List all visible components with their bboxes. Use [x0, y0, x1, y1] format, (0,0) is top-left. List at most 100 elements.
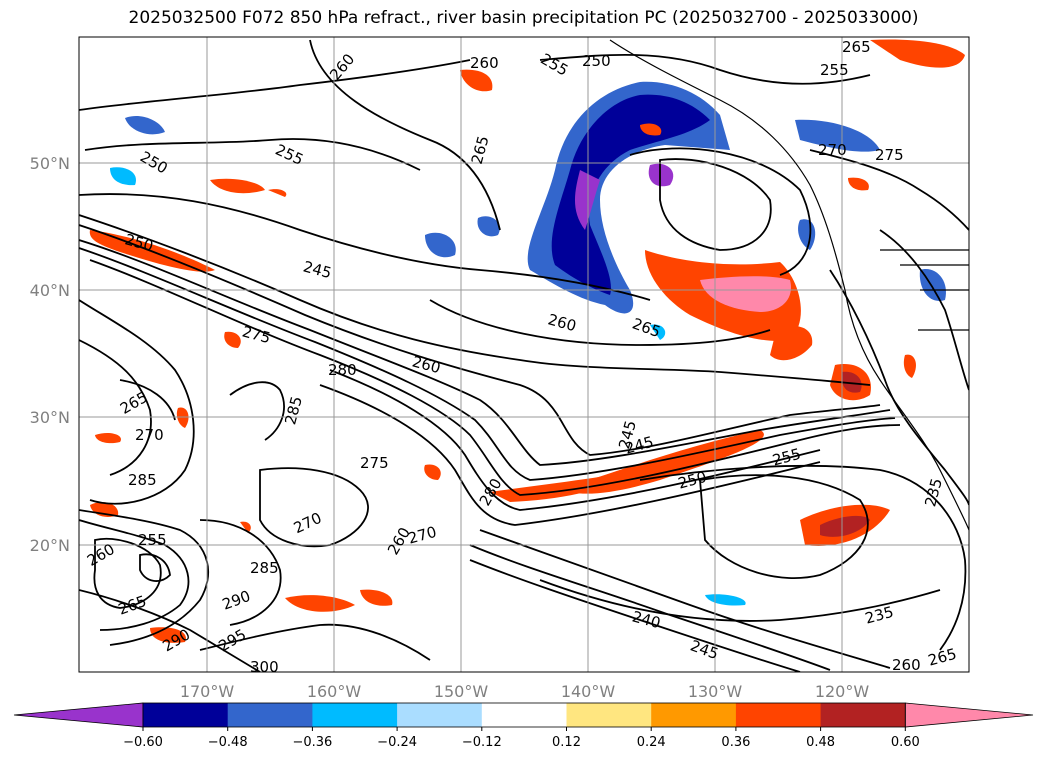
- colorbar-segment: [481, 703, 567, 727]
- contour-label: 265: [842, 38, 871, 56]
- fill-neg-strong: [648, 163, 674, 187]
- contour-line: [479, 529, 891, 669]
- fill-pos-mid: [224, 331, 241, 348]
- colorbar-tick-label: 0.12: [552, 735, 581, 750]
- contour-line: [84, 138, 421, 171]
- colorbar-segment: [735, 703, 822, 727]
- contour-label: 255: [820, 61, 849, 79]
- contour-label: 285: [128, 471, 157, 489]
- longitude-labels: 170°W 160°W 150°W 140°W 130°W 120°W: [180, 682, 870, 701]
- contour-line: [79, 519, 190, 631]
- fill-pos-mid: [95, 432, 121, 444]
- colorbar-tick-label: −0.24: [377, 735, 417, 750]
- fill-pos-high: [820, 515, 870, 537]
- contour-line: [539, 53, 871, 85]
- colorbar-segment: [397, 703, 483, 727]
- map-title: 2025032500 F072 850 hPa refract., river …: [128, 8, 919, 28]
- contour-line: [79, 193, 651, 301]
- contour-line: [199, 519, 282, 626]
- contour-line: [79, 59, 471, 111]
- colorbar-tick-label: −0.12: [462, 735, 502, 750]
- plot-frame: [78, 36, 970, 673]
- contour-line: [469, 559, 801, 672]
- contour-label: 275: [360, 454, 389, 472]
- contour-label: 275: [875, 146, 904, 164]
- lon-label: 140°W: [561, 682, 616, 701]
- fill-pos-strong: [700, 276, 791, 312]
- colorbar-extend-max: [904, 702, 1034, 728]
- fill-pos-mid: [240, 521, 251, 533]
- contour-line: [829, 269, 969, 506]
- contour-label: 300: [250, 658, 279, 676]
- contour-label: 280: [328, 361, 357, 379]
- colorbar-tick-label: 0.24: [637, 735, 666, 750]
- contour-label: 285: [250, 559, 279, 577]
- fill-neg-low: [650, 324, 666, 340]
- colorbar-segment: [312, 703, 398, 727]
- lat-label: 50°N: [30, 154, 70, 173]
- contour-line: [79, 589, 261, 672]
- latitude-labels: 50°N 40°N 30°N 20°N: [30, 154, 70, 555]
- colorbar-segment: [227, 703, 313, 727]
- fill-neg-high: [551, 94, 710, 295]
- contour-line: [699, 474, 869, 579]
- contour-line: [629, 147, 812, 276]
- fill-pos-mid: [560, 430, 764, 494]
- colorbar: −0.60 −0.48 −0.36 −0.24 −0.12 0.12 0.24 0.36 0.4…: [13, 702, 1034, 750]
- fill-pos-mid: [848, 177, 869, 191]
- contour-line: [259, 467, 369, 548]
- fill-neg-mid: [477, 216, 500, 237]
- contour-line: [229, 381, 285, 441]
- colorbar-tick-label: 0.48: [806, 735, 835, 750]
- fill-pos-mid: [268, 189, 287, 197]
- fill-pos-mid: [285, 595, 355, 612]
- colorbar-segment: [820, 703, 906, 727]
- contour-line: [93, 537, 162, 609]
- fill-neg-mid: [125, 115, 165, 135]
- contour-label: 255: [138, 531, 167, 549]
- lon-label: 120°W: [815, 682, 870, 701]
- colorbar-tick-label: −0.36: [292, 735, 332, 750]
- contour-label: 250: [582, 52, 611, 70]
- fill-neg-mid: [795, 119, 880, 152]
- contour-line: [659, 158, 772, 251]
- fill-pos-mid: [870, 39, 965, 68]
- lat-label: 20°N: [30, 536, 70, 555]
- fill-pos-mid: [210, 178, 265, 194]
- coastline: [609, 39, 969, 531]
- contour-label: 270: [135, 426, 164, 444]
- contour-line: [809, 149, 969, 231]
- graticule: [79, 37, 969, 672]
- contour-line: [79, 339, 152, 476]
- contour-line: [79, 239, 891, 466]
- precipitation-fills: [89, 39, 965, 643]
- fill-neg-low: [110, 167, 136, 186]
- colorbar-tick-label: −0.48: [208, 735, 248, 750]
- contour-line: [79, 214, 871, 386]
- contour-line: [199, 623, 431, 661]
- colorbar-segment: [143, 703, 229, 727]
- colorbar-tick-label: −0.60: [123, 735, 163, 750]
- fill-pos-mid: [360, 589, 393, 606]
- contour-line: [329, 369, 821, 511]
- contour-line: [539, 579, 941, 622]
- lon-label: 130°W: [688, 682, 743, 701]
- lat-label: 30°N: [30, 408, 70, 427]
- colorbar-extend-min: [13, 702, 144, 728]
- colorbar-tick-label: 0.60: [891, 735, 920, 750]
- lon-label: 160°W: [307, 682, 362, 701]
- contour-label: 270: [818, 141, 847, 159]
- colorbar-outline: [142, 702, 906, 728]
- lon-label: 150°W: [434, 682, 489, 701]
- contour-line: [429, 299, 771, 346]
- colorbar-tick-label: 0.36: [721, 735, 750, 750]
- fill-pos-mid: [424, 464, 441, 480]
- colorbar-segment: [651, 703, 737, 727]
- lat-label: 40°N: [30, 281, 70, 300]
- fill-pos-mid: [770, 326, 813, 361]
- contour-line: [79, 299, 195, 505]
- fill-neg-mid: [425, 232, 456, 258]
- contour-label: 260: [892, 656, 921, 674]
- contour-label: 260: [470, 54, 499, 72]
